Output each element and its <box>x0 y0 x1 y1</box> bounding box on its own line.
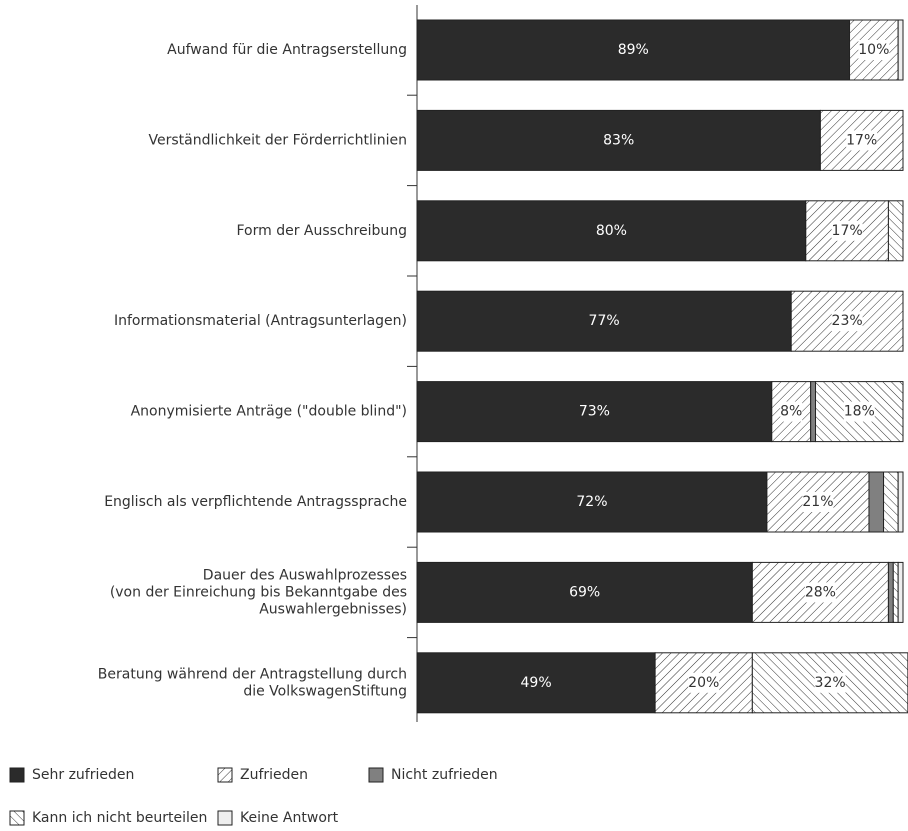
data-label: 17% <box>832 223 863 239</box>
y-tick-label: Verständlichkeit der Förderrichtlinien <box>149 132 407 148</box>
y-tick-label: Beratung während der Antragstellung durc… <box>98 666 407 699</box>
data-label: 10% <box>858 42 889 58</box>
y-tick-label: Aufwand für die Antragserstellung <box>167 42 407 58</box>
bar-segment <box>416 200 807 262</box>
label-bg <box>843 401 875 422</box>
bar-segment <box>883 471 899 533</box>
bar-segment <box>892 561 899 623</box>
label-bg <box>780 401 803 422</box>
legend-swatch <box>217 767 233 783</box>
bar-segment <box>416 381 773 443</box>
y-tick-label: Englisch als verpflichtende Antragssprac… <box>104 494 407 510</box>
data-label: 8% <box>780 404 802 420</box>
bar-segment <box>416 109 821 171</box>
legend-swatch <box>368 767 384 783</box>
data-label: 80% <box>596 223 627 239</box>
label-bg <box>858 40 890 60</box>
bar-segment <box>416 652 656 714</box>
data-label: 32% <box>815 675 846 691</box>
data-label: 21% <box>802 494 833 510</box>
label-bg <box>688 672 720 693</box>
label-bg <box>814 672 846 693</box>
data-label: 18% <box>844 404 875 420</box>
label-bg <box>802 492 834 512</box>
data-label: 89% <box>618 42 649 58</box>
data-label: 83% <box>603 132 634 148</box>
bar-segment <box>416 561 753 623</box>
bar-segment <box>887 200 904 262</box>
legend-label: Kann ich nicht beurteilen <box>32 810 207 826</box>
bar-segment <box>887 561 894 623</box>
bar-segment <box>897 471 904 533</box>
data-label: 73% <box>579 404 610 420</box>
data-label: 23% <box>832 313 863 329</box>
label-bg <box>846 130 878 151</box>
data-label: 49% <box>521 675 552 691</box>
bar-segment <box>416 19 851 81</box>
legend-swatch <box>9 767 25 783</box>
data-label: 72% <box>576 494 607 510</box>
data-label: 20% <box>688 675 719 691</box>
y-tick-label: Anonymisierte Anträge ("double blind") <box>131 404 407 420</box>
legend-label: Keine Antwort <box>240 810 339 826</box>
data-label: 69% <box>569 584 600 600</box>
legend-label: Sehr zufrieden <box>32 767 134 783</box>
label-bg <box>831 220 863 241</box>
bar-segment <box>416 471 768 533</box>
y-tick-label: Form der Ausschreibung <box>236 223 407 239</box>
data-label: 77% <box>589 313 620 329</box>
legend-swatch <box>217 810 233 826</box>
legend-label: Nicht zufrieden <box>391 767 498 783</box>
y-tick-label: Dauer des Auswahlprozesses (von der Einre… <box>110 567 407 617</box>
legend-swatch <box>9 810 25 826</box>
bar-segment <box>868 471 885 533</box>
bar-segment <box>897 19 904 81</box>
data-label: 28% <box>805 584 836 600</box>
y-tick-label: Informationsmaterial (Antragsunterlagen) <box>114 313 407 329</box>
label-bg <box>831 311 863 332</box>
bar-segment <box>810 381 817 443</box>
label-bg <box>804 582 836 603</box>
data-label: 17% <box>846 132 877 148</box>
bar-segment <box>897 561 904 623</box>
legend-label: Zufrieden <box>240 767 308 783</box>
bar-segment <box>416 290 792 352</box>
